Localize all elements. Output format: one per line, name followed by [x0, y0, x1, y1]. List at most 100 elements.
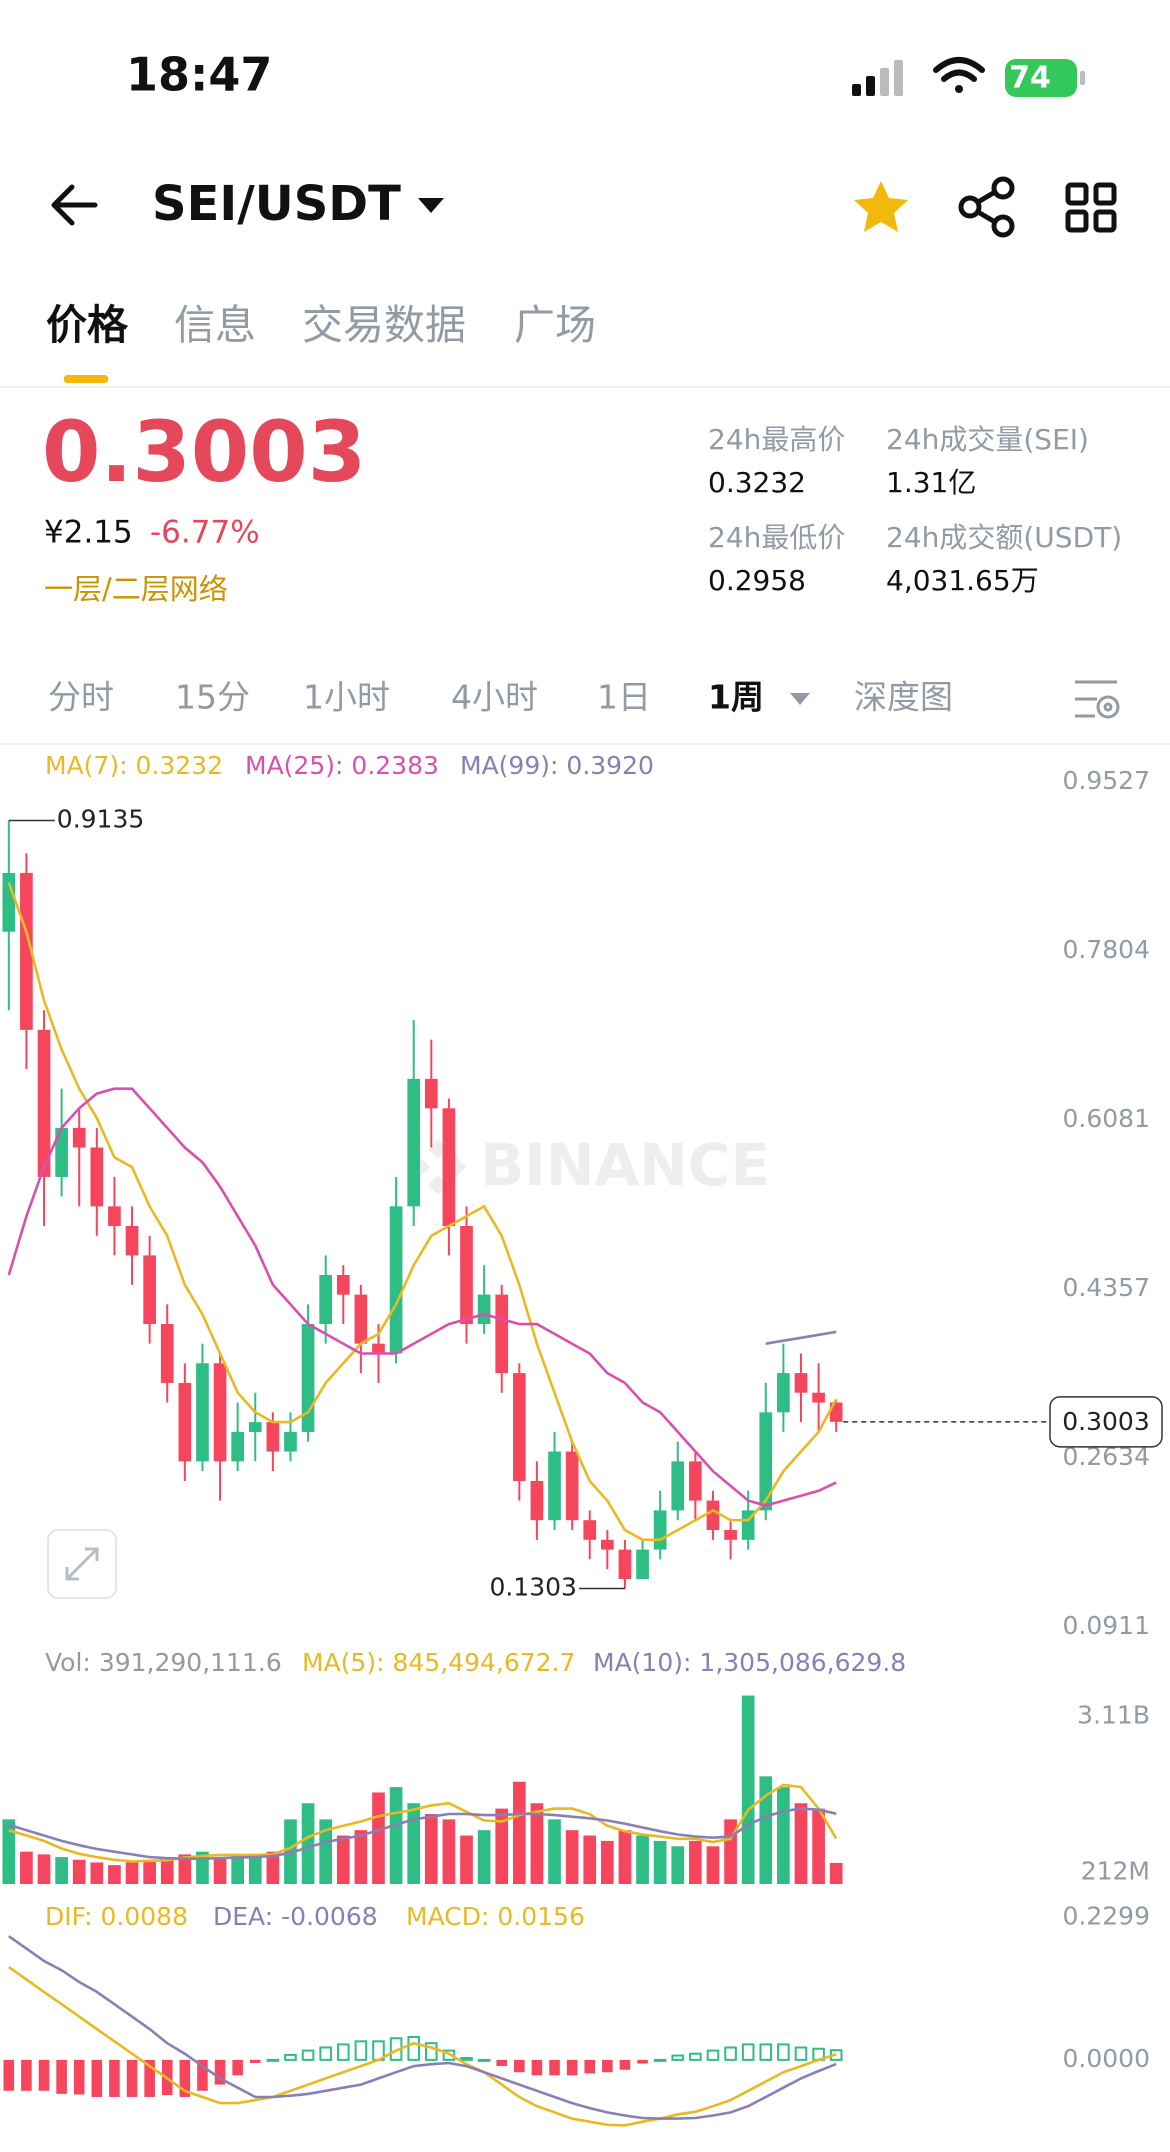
macd-bar	[284, 2053, 297, 2061]
volume-bar	[706, 1846, 720, 1884]
legend-name: MA(7):	[45, 751, 128, 780]
volume-bar	[407, 1803, 421, 1884]
indicator-line	[7, 882, 838, 1542]
macd-bar	[214, 2059, 226, 2085]
volume-bar	[143, 1859, 156, 1884]
candle-body	[248, 1422, 262, 1432]
candle-body	[178, 1382, 192, 1462]
volume-bar	[636, 1835, 649, 1884]
volume-bar	[2, 1819, 16, 1884]
volume-bar	[829, 1862, 843, 1884]
volume-bar	[618, 1830, 632, 1884]
indicator-line	[765, 1330, 837, 1345]
macd-bar	[232, 2059, 243, 2076]
macd-bar	[197, 2059, 208, 2091]
volume-bar	[125, 1862, 139, 1884]
interval-dropdown[interactable]	[790, 693, 810, 705]
volume-bar	[266, 1851, 280, 1884]
candle-body	[618, 1549, 632, 1580]
divider	[0, 743, 1170, 745]
y-tick-label: 3.11B	[1077, 1701, 1150, 1730]
y-tick-label: 0.0000	[1063, 2044, 1150, 2073]
candle-body	[196, 1363, 209, 1462]
chart-settings[interactable]	[1075, 680, 1120, 719]
candle-body	[284, 1431, 297, 1452]
candle-body	[213, 1363, 227, 1462]
candle-body	[336, 1275, 350, 1295]
macd-bar	[21, 2059, 32, 2091]
macd-bar	[584, 2059, 596, 2074]
candle-body	[653, 1510, 667, 1550]
candle-body	[20, 872, 33, 1030]
candle-body	[442, 1108, 456, 1226]
indicator-line	[8, 1966, 837, 2127]
high-label: 0.9135	[57, 804, 144, 833]
watermark: BINANCE	[480, 1131, 770, 1199]
macd-bar	[477, 2058, 491, 2062]
macd-bar	[514, 2059, 525, 2073]
macd-bar	[759, 2043, 773, 2061]
volume-bar	[301, 1803, 315, 1884]
volume-bar	[372, 1792, 385, 1884]
interval-active[interactable]: 1周	[708, 678, 764, 717]
battery-icon	[1005, 59, 1077, 97]
candle-body	[389, 1206, 403, 1354]
volume-bar	[389, 1787, 403, 1884]
indicator-line	[7, 1087, 837, 1507]
interval[interactable]: 4小时	[451, 678, 538, 717]
candle-body	[72, 1127, 86, 1148]
macd-bar	[319, 2046, 332, 2061]
interval[interactable]: 1日	[597, 678, 651, 717]
share-button[interactable]	[958, 176, 1015, 238]
tab[interactable]: 价格	[46, 301, 129, 349]
candle-body	[689, 1461, 702, 1501]
legend-item: MA(99): 0.3920	[460, 751, 654, 780]
macd-bar	[109, 2059, 120, 2097]
apps-button[interactable]	[1065, 182, 1117, 233]
legend-name: DIF:	[45, 1902, 93, 1931]
pair-dropdown[interactable]	[418, 198, 444, 213]
tab[interactable]: 交易数据	[302, 301, 466, 349]
pair-title[interactable]: SEI/USDT	[152, 176, 401, 232]
candle-body	[565, 1451, 579, 1521]
volume-bar	[248, 1857, 262, 1884]
volume-bar	[442, 1819, 456, 1884]
candle-body	[2, 872, 16, 932]
interval[interactable]: 深度图	[854, 678, 953, 717]
back-button[interactable]	[51, 184, 98, 226]
volume-bar	[495, 1808, 509, 1884]
macd-bar	[549, 2059, 560, 2076]
battery-cap	[1080, 71, 1085, 85]
interval[interactable]: 分时	[48, 678, 114, 717]
macd-bar	[266, 2058, 280, 2062]
tab[interactable]: 广场	[514, 301, 596, 349]
legend-value: 0.2383	[351, 751, 438, 780]
volume-bar	[336, 1835, 350, 1884]
legend-value: 0.3232	[136, 751, 223, 780]
volume-bar	[460, 1835, 473, 1884]
macd-bar	[73, 2059, 85, 2095]
legend-item: MA(7): 0.3232	[45, 751, 223, 780]
tab[interactable]: 信息	[174, 301, 256, 349]
interval[interactable]: 15分	[175, 678, 250, 717]
stat-label: 24h成交量(SEI)	[886, 423, 1089, 456]
interval[interactable]: 1小时	[303, 678, 390, 717]
candle-body	[55, 1127, 68, 1177]
favorite-star[interactable]	[854, 181, 908, 232]
candle-body	[407, 1078, 421, 1207]
y-tick-label: 0.4357	[1063, 1273, 1150, 1302]
candle-body	[266, 1422, 280, 1452]
candle-body	[372, 1343, 385, 1354]
candle-body	[777, 1373, 790, 1413]
macd-bar	[496, 2059, 507, 2067]
candle-body	[548, 1451, 561, 1521]
volume-bar	[512, 1781, 526, 1884]
legend-value: 0.0156	[497, 1902, 584, 1931]
macd-bar	[566, 2059, 578, 2076]
low-label: 0.1303	[489, 1573, 576, 1602]
macd-bar	[407, 2035, 420, 2061]
category-tag[interactable]: 一层/二层网络	[44, 572, 228, 606]
candle-body	[530, 1480, 544, 1521]
expand-button[interactable]	[47, 1529, 117, 1599]
volume-bar	[108, 1865, 121, 1884]
